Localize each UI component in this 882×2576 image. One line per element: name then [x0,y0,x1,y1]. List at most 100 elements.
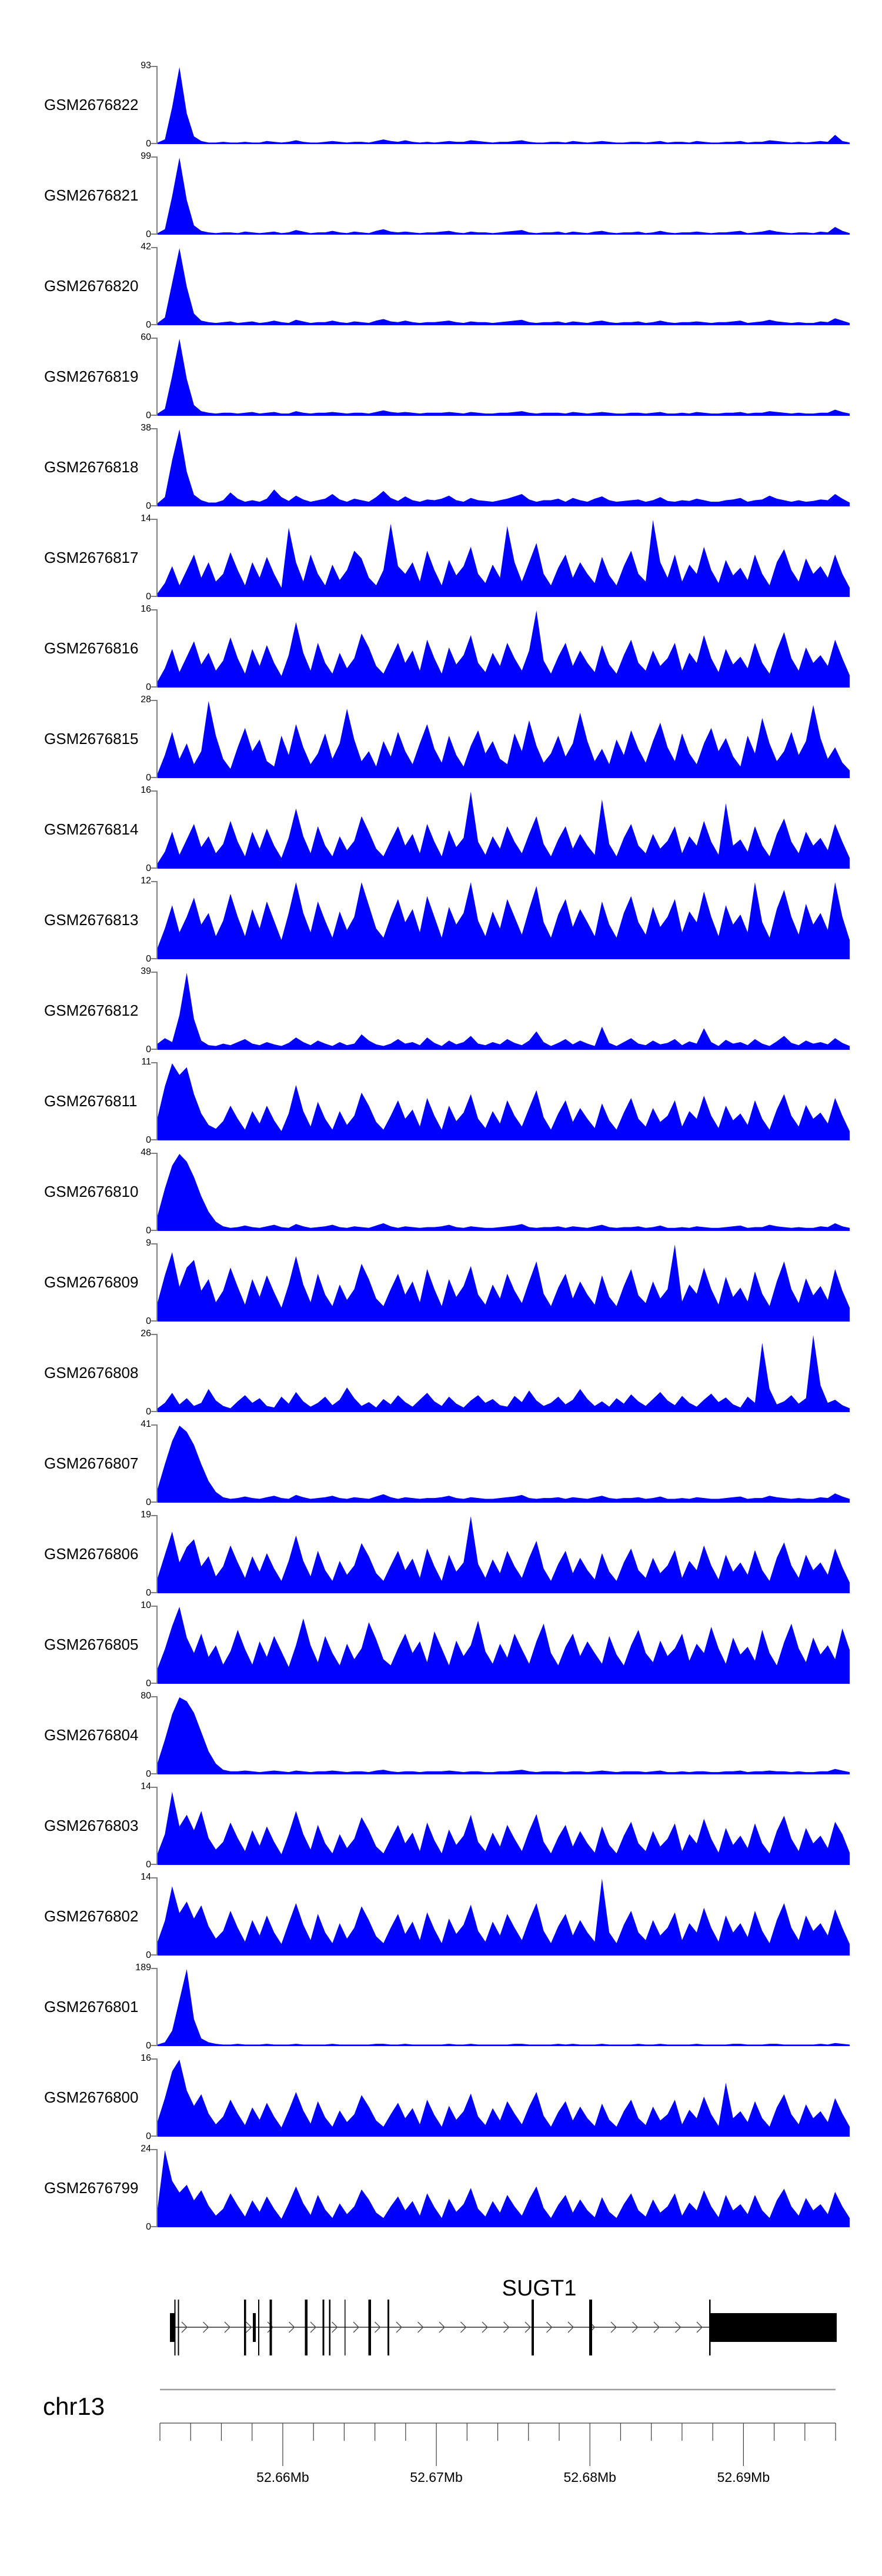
exon-bar [387,2300,389,2355]
terminal-exon-box [710,2313,837,2342]
track-y-axis [156,881,158,959]
track-yzero-label: 0 [146,320,151,330]
track-axis-tick [151,156,158,158]
gene-structure [170,2300,837,2355]
gene-name-label: SUGT1 [502,2276,577,2301]
coverage-area-chart [158,2150,850,2227]
strand-arrow-icon [567,2321,574,2333]
strand-arrow-icon [310,2321,316,2333]
strand-arrow-icon [482,2321,488,2333]
coverage-area-chart [158,1426,850,1503]
track-yzero-label: 0 [146,1679,151,1689]
strand-arrow-icon [246,2321,252,2333]
ruler-ticks: 52.66Mb 52.67Mb 52.68Mb 52.69Mb [159,2388,836,2485]
track-y-axis [156,1243,158,1322]
track-ymax-label: 60 [141,332,151,342]
track-row-GSM2676808: GSM2676808 26 0 [0,1329,882,1417]
track-yzero-label: 0 [146,411,151,421]
strand-arrow-icon [524,2321,531,2333]
coverage-area-chart [158,1878,850,1956]
strand-arrow-icon [203,2321,209,2333]
coverage-fill [158,701,850,778]
track-axis-tick [151,1411,158,1412]
track-yzero-label: 0 [146,501,151,511]
coverage-area-chart [158,520,850,597]
track-yzero-label: 0 [146,863,151,873]
track-y-axis [156,1787,158,1865]
track-sample-label: GSM2676814 [44,820,139,838]
coverage-fill [158,1516,850,1593]
track-axis-tick [151,1968,158,1969]
track-ymax-label: 189 [135,1963,151,1973]
track-sample-label: GSM2676799 [44,2179,139,2197]
track-axis-tick [151,2045,158,2046]
track-axis-tick [151,790,158,792]
coverage-area-chart [158,1969,850,2046]
track-ymax-label: 10 [141,1600,151,1610]
track-axis-tick [151,867,158,869]
track-ymax-label: 9 [146,1238,151,1248]
track-axis-tick [151,1683,158,1684]
track-row-GSM2676799: GSM2676799 24 0 [0,2144,882,2232]
track-axis-tick [151,1954,158,1956]
track-yzero-label: 0 [146,1497,151,1507]
track-axis-tick [151,505,158,506]
coverage-fill [158,1607,850,1684]
coverage-fill [158,429,850,506]
track-y-axis [156,972,158,1050]
track-ymax-label: 80 [141,1691,151,1701]
track-yzero-label: 0 [146,1860,151,1870]
track-ymax-label: 14 [141,1872,151,1882]
track-y-axis [156,519,158,597]
track-sample-label: GSM2676812 [44,1002,139,1019]
coverage-fill [158,1878,850,1956]
track-sample-label: GSM2676800 [44,2088,139,2106]
coverage-fill [158,792,850,869]
track-ymax-label: 26 [141,1329,151,1339]
track-axis-tick [151,2149,158,2150]
track-row-GSM2676802: GSM2676802 14 0 [0,1872,882,1960]
coverage-fill [158,882,850,959]
track-row-GSM2676801: GSM2676801 189 0 [0,1963,882,2051]
track-yzero-label: 0 [146,1950,151,1960]
genome-ruler: 52.66Mb 52.67Mb 52.68Mb 52.69Mb [159,2388,836,2485]
coverage-area-chart [158,429,850,506]
track-axis-tick [151,700,158,701]
track-sample-label: GSM2676805 [44,1636,139,1653]
track-ymax-label: 24 [141,2144,151,2154]
strand-arrow-icon [267,2321,273,2333]
exon-bar [178,2300,179,2355]
track-sample-label: GSM2676813 [44,911,139,929]
strand-arrow-icon [675,2321,681,2333]
track-sample-label: GSM2676809 [44,1273,139,1291]
track-row-GSM2676819: GSM2676819 60 0 [0,332,882,421]
coverage-area-chart [158,882,850,959]
coverage-area-chart [158,1335,850,1412]
track-row-GSM2676812: GSM2676812 39 0 [0,966,882,1055]
track-row-GSM2676816: GSM2676816 16 0 [0,604,882,692]
coverage-fill [158,520,850,597]
coverage-fill [158,1244,850,1322]
track-axis-tick [151,428,158,429]
track-y-axis [156,1877,158,1956]
track-row-GSM2676815: GSM2676815 28 0 [0,695,882,783]
track-sample-label: GSM2676818 [44,458,139,476]
track-sample-label: GSM2676804 [44,1726,139,1744]
track-ymax-label: 28 [141,695,151,705]
exon-bar [532,2300,534,2355]
track-axis-tick [151,1877,158,1878]
track-axis-tick [151,2135,158,2137]
exon-bar [174,2300,176,2355]
track-yzero-label: 0 [146,1316,151,1326]
track-ymax-label: 42 [141,242,151,252]
track-y-axis [156,1606,158,1684]
track-yzero-label: 0 [146,139,151,149]
track-axis-tick [151,1501,158,1503]
track-axis-tick [151,1062,158,1063]
track-y-axis [156,1515,158,1593]
coverage-area-chart [158,1607,850,1684]
track-axis-tick [151,1864,158,1865]
exon-bar [368,2300,371,2355]
track-axis-tick [151,338,158,339]
track-y-axis [156,1424,158,1503]
